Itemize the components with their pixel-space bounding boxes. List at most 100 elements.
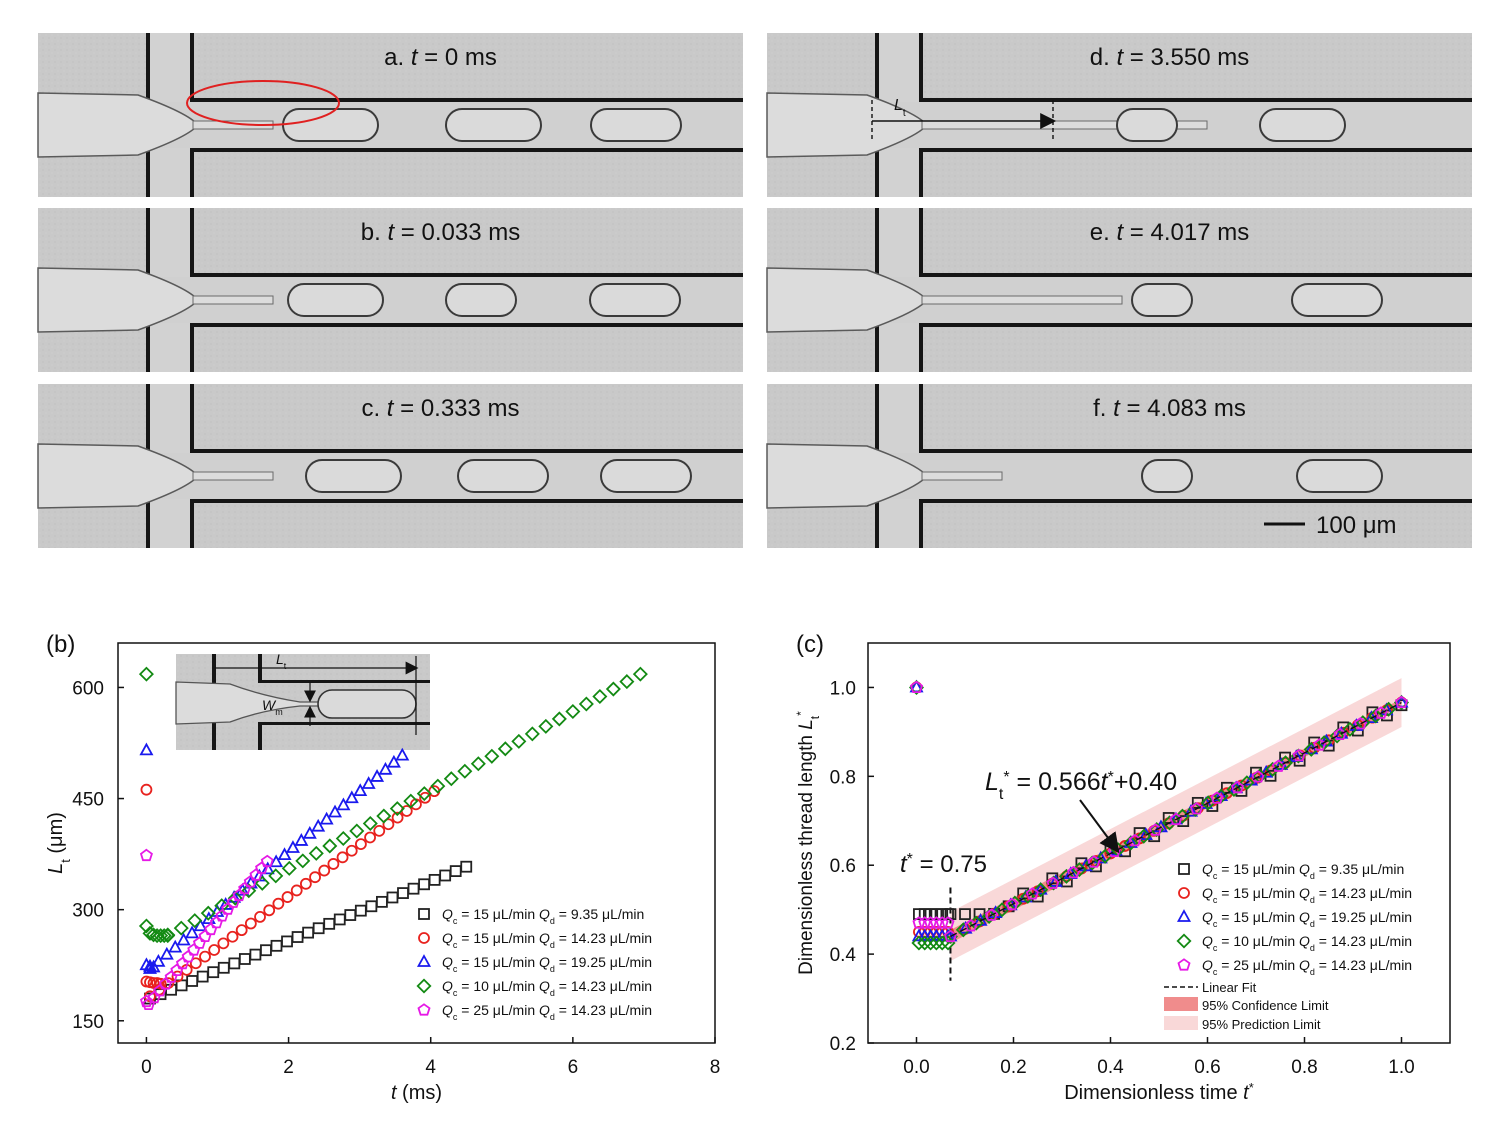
data-point-diamond: [241, 883, 257, 899]
data-point-circle: [281, 891, 294, 903]
panel-c: (c) 0.0 0.2 0.4 0.6 0.8 1.0 0.2 0.4 0.6 0.8 1.0 Dime…: [794, 631, 1451, 1104]
data-point-square: [386, 891, 399, 904]
data-point-pentagon: [984, 908, 998, 921]
inset-lt-label: Lt: [276, 651, 287, 671]
x-tick-label: 6: [568, 1057, 579, 1078]
data-point-diamond: [923, 935, 939, 951]
series-group: [139, 848, 274, 1010]
panel-b-label: (b): [46, 631, 75, 658]
data-point-diamond: [1368, 708, 1384, 724]
data-point-pentagon: [139, 848, 153, 862]
micrograph-frame: d. t = 3.550 ms: [766, 33, 1472, 197]
data-point-diamond: [281, 860, 297, 876]
data-point-circle: [208, 944, 221, 956]
data-point-pentagon: [139, 994, 153, 1008]
droplet: [590, 108, 682, 142]
x-tick-label: 0.6: [1194, 1057, 1220, 1078]
threshold-label: t* = 0.75: [900, 851, 987, 879]
droplet: [287, 283, 384, 317]
data-point-diamond: [619, 674, 635, 690]
data-point-pentagon: [1394, 695, 1409, 709]
x-tick-label: 8: [710, 1057, 721, 1078]
data-point-square: [397, 887, 409, 899]
channel-wall: [919, 323, 923, 372]
data-point-pentagon: [909, 680, 924, 693]
data-point-pentagon: [1230, 780, 1245, 794]
fit-equation-arrow: [1079, 799, 1120, 854]
y-axis-label: Lt (μm): [45, 812, 73, 874]
data-point-diamond: [1123, 835, 1139, 851]
scale-bar-label: 100 μm: [1316, 512, 1397, 539]
x-tick-label: 0.8: [1291, 1057, 1317, 1078]
legend-entry: Qc = 10 μL/min Qd = 14.23 μL/min: [442, 978, 652, 998]
frame-caption: e. t = 4.017 ms: [1090, 219, 1249, 246]
series-group: [138, 666, 648, 944]
data-point-diamond: [156, 928, 172, 944]
data-point-square: [207, 966, 220, 979]
data-point-diamond: [1033, 882, 1049, 898]
inset-wall: [258, 724, 262, 750]
data-point-square: [418, 908, 430, 920]
data-point-pentagon: [1177, 958, 1191, 971]
data-point-square: [217, 961, 230, 974]
data-point-square: [323, 917, 336, 930]
data-point-diamond: [511, 733, 527, 749]
dispersed-thread: [921, 471, 1003, 481]
data-point-pentagon: [1005, 897, 1019, 911]
data-point-triangle: [395, 747, 410, 761]
data-point-diamond: [1277, 755, 1294, 771]
data-point-pentagon: [935, 916, 949, 929]
data-point-diamond: [443, 771, 459, 787]
micrograph-frame: f. t = 4.083 ms: [766, 384, 1472, 548]
data-point-triangle: [336, 797, 351, 811]
y-tick-label: 0.4: [830, 945, 857, 966]
data-point-diamond: [173, 920, 189, 936]
data-point-square: [460, 860, 473, 873]
data-point-pentagon: [417, 1003, 431, 1016]
channel-wall: [919, 208, 923, 277]
y-tick-label: 300: [72, 901, 104, 922]
channel-wall: [919, 384, 923, 453]
data-point-triangle: [1093, 850, 1108, 864]
data-point-triangle: [1176, 909, 1192, 922]
data-point-circle: [418, 932, 430, 944]
data-point-triangle: [260, 861, 275, 875]
data-point-triangle: [269, 854, 284, 868]
data-point-triangle: [151, 953, 166, 967]
data-point-triangle: [386, 754, 401, 768]
data-point-circle: [336, 851, 349, 864]
channel-wall: [919, 273, 1472, 277]
data-point-diamond: [1239, 775, 1255, 791]
data-point-square: [428, 873, 441, 886]
series-group: [139, 742, 410, 974]
channel-wall: [190, 98, 743, 102]
data-point-diamond: [484, 748, 500, 764]
data-point-triangle: [416, 954, 432, 967]
channel-wall: [919, 499, 1472, 503]
droplet: [1141, 459, 1193, 493]
droplet: [445, 283, 517, 317]
data-point-circle: [140, 783, 153, 796]
data-point-circle: [244, 917, 257, 930]
legend-confidence: 95% Confidence Limit: [1202, 998, 1329, 1013]
data-point-circle: [235, 924, 248, 937]
channel-wall: [190, 33, 194, 102]
data-point-square: [312, 922, 325, 935]
x-tick-label: 1.0: [1388, 1057, 1414, 1078]
droplet: [1291, 283, 1383, 317]
data-point-pentagon: [1025, 887, 1039, 900]
data-point-triangle: [311, 818, 326, 832]
data-point-pentagon: [929, 916, 943, 929]
fit-equation: Lt* = 0.566t*+0.40: [985, 768, 1177, 803]
data-point-triangle: [344, 790, 359, 804]
channel-wall: [919, 499, 923, 548]
data-point-triangle: [176, 932, 191, 946]
data-point-circle: [309, 871, 321, 884]
legend-entry: Qc = 15 μL/min Qd = 9.35 μL/min: [1202, 861, 1404, 881]
legend-entry: Qc = 25 μL/min Qd = 14.23 μL/min: [442, 1002, 652, 1022]
x-tick-label: 2: [283, 1057, 294, 1078]
data-point-circle: [419, 791, 431, 804]
data-point-circle: [263, 904, 276, 917]
data-point-diamond: [524, 726, 540, 742]
data-point-pentagon: [1251, 770, 1265, 783]
